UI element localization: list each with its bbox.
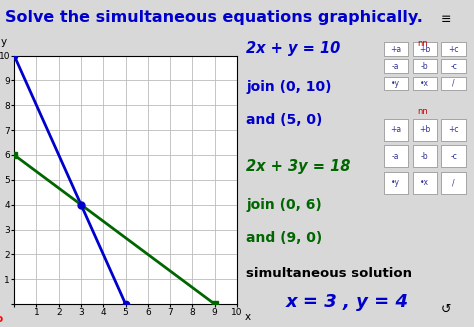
Text: 2x + 3y = 18: 2x + 3y = 18 [246,159,351,174]
Text: and (9, 0): and (9, 0) [246,231,323,245]
FancyBboxPatch shape [441,172,466,194]
Text: •x: •x [420,79,429,88]
Text: ≡: ≡ [440,13,451,26]
FancyBboxPatch shape [412,146,437,167]
Text: and (5, 0): and (5, 0) [246,113,323,127]
Text: +b: +b [419,44,430,54]
Text: join (0, 6): join (0, 6) [246,198,322,212]
FancyBboxPatch shape [383,42,408,56]
FancyBboxPatch shape [383,146,408,167]
Text: Solve the simultaneous equations graphically.: Solve the simultaneous equations graphic… [5,10,423,25]
FancyBboxPatch shape [412,77,437,90]
Text: •y: •y [392,79,401,88]
Text: •x: •x [420,178,429,187]
Text: -c: -c [450,152,457,161]
Text: +b: +b [419,125,430,134]
Text: x = 3 , y = 4: x = 3 , y = 4 [286,293,409,311]
Text: +a: +a [390,44,401,54]
Text: nn: nn [418,39,428,48]
Text: y: y [1,37,7,47]
Text: join (0, 10): join (0, 10) [246,80,332,94]
FancyBboxPatch shape [383,60,408,73]
FancyBboxPatch shape [412,172,437,194]
FancyBboxPatch shape [441,119,466,141]
FancyBboxPatch shape [412,60,437,73]
FancyBboxPatch shape [383,172,408,194]
FancyBboxPatch shape [412,42,437,56]
Text: -b: -b [421,62,428,71]
Text: •y: •y [392,178,401,187]
FancyBboxPatch shape [441,77,466,90]
FancyBboxPatch shape [412,119,437,141]
Text: 2x + y = 10: 2x + y = 10 [246,41,341,56]
Text: -b: -b [421,152,428,161]
Text: +c: +c [448,125,459,134]
Text: +c: +c [448,44,459,54]
Text: -c: -c [450,62,457,71]
Text: x: x [245,312,251,321]
Text: ↺: ↺ [440,302,451,316]
FancyBboxPatch shape [383,77,408,90]
FancyBboxPatch shape [383,119,408,141]
Text: -a: -a [392,62,400,71]
Text: nn: nn [418,108,428,116]
Text: -a: -a [392,152,400,161]
Text: /: / [452,178,455,187]
FancyBboxPatch shape [441,146,466,167]
FancyBboxPatch shape [441,42,466,56]
Text: o: o [0,314,2,324]
Text: /: / [452,79,455,88]
FancyBboxPatch shape [441,60,466,73]
Text: simultaneous solution: simultaneous solution [246,267,412,280]
Text: +a: +a [390,125,401,134]
